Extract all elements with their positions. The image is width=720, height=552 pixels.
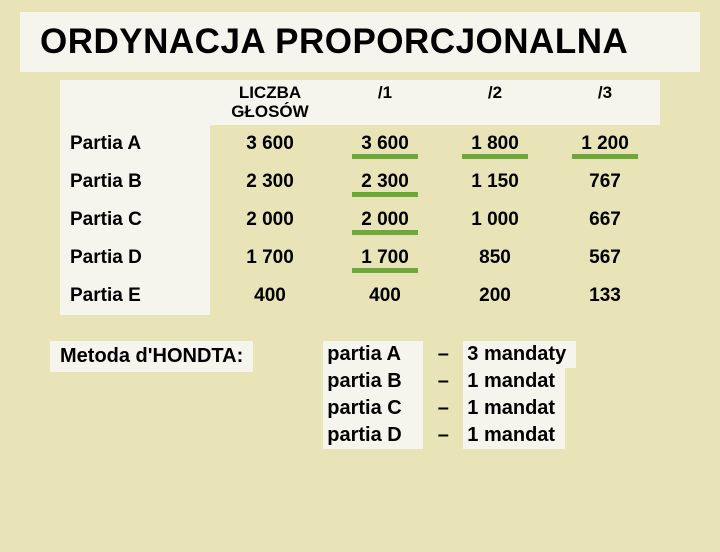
table-cell: 767 [550, 163, 660, 201]
result-dash: – [423, 395, 463, 422]
table-cell: 850 [440, 239, 550, 277]
table-cell: 200 [440, 277, 550, 315]
table-cell: 667 [550, 201, 660, 239]
result-dash: – [423, 341, 463, 368]
results-list: partia A – 3 mandaty partia B – 1 mandat… [323, 341, 576, 449]
result-party: partia A [323, 341, 423, 368]
table-cell: 400 [330, 277, 440, 315]
table-cell: 2 300 [210, 163, 330, 201]
result-party: partia C [323, 395, 423, 422]
result-row: partia A – 3 mandaty [323, 341, 576, 368]
table-cell: 1 700 [210, 239, 330, 277]
table-cell: 1 800 [440, 125, 550, 163]
table-header [60, 80, 210, 125]
result-mandates: 1 mandat [463, 395, 565, 422]
table-cell: 3 600 [330, 125, 440, 163]
table-row-label: Partia B [60, 163, 210, 201]
table-row-label: Partia A [60, 125, 210, 163]
result-row: partia D – 1 mandat [323, 422, 576, 449]
table-row-label: Partia E [60, 277, 210, 315]
result-mandates: 3 mandaty [463, 341, 576, 368]
table-cell: 3 600 [210, 125, 330, 163]
method-label: Metoda d'HONDTA: [50, 341, 253, 372]
table-header: /2 [440, 80, 550, 125]
result-mandates: 1 mandat [463, 368, 565, 395]
table-cell: 1 150 [440, 163, 550, 201]
table-cell: 1 700 [330, 239, 440, 277]
dhondt-table: LICZBA GŁOSÓW /1 /2 /3 Partia A 3 600 3 … [60, 80, 720, 315]
table-header: /1 [330, 80, 440, 125]
page-title: ORDYNACJA PROPORCJONALNA [20, 12, 700, 72]
result-row: partia B – 1 mandat [323, 368, 576, 395]
table-cell: 2 000 [330, 201, 440, 239]
table-cell: 1 200 [550, 125, 660, 163]
table-cell: 567 [550, 239, 660, 277]
result-party: partia B [323, 368, 423, 395]
table-cell: 1 000 [440, 201, 550, 239]
result-mandates: 1 mandat [463, 422, 565, 449]
table-row-label: Partia D [60, 239, 210, 277]
result-party: partia D [323, 422, 423, 449]
table-header: LICZBA GŁOSÓW [210, 80, 330, 125]
result-dash: – [423, 422, 463, 449]
table-cell: 133 [550, 277, 660, 315]
table-row-label: Partia C [60, 201, 210, 239]
table-cell: 2 300 [330, 163, 440, 201]
table-cell: 2 000 [210, 201, 330, 239]
table-header: /3 [550, 80, 660, 125]
result-row: partia C – 1 mandat [323, 395, 576, 422]
result-dash: – [423, 368, 463, 395]
table-cell: 400 [210, 277, 330, 315]
bottom-section: Metoda d'HONDTA: partia A – 3 mandaty pa… [50, 341, 720, 449]
